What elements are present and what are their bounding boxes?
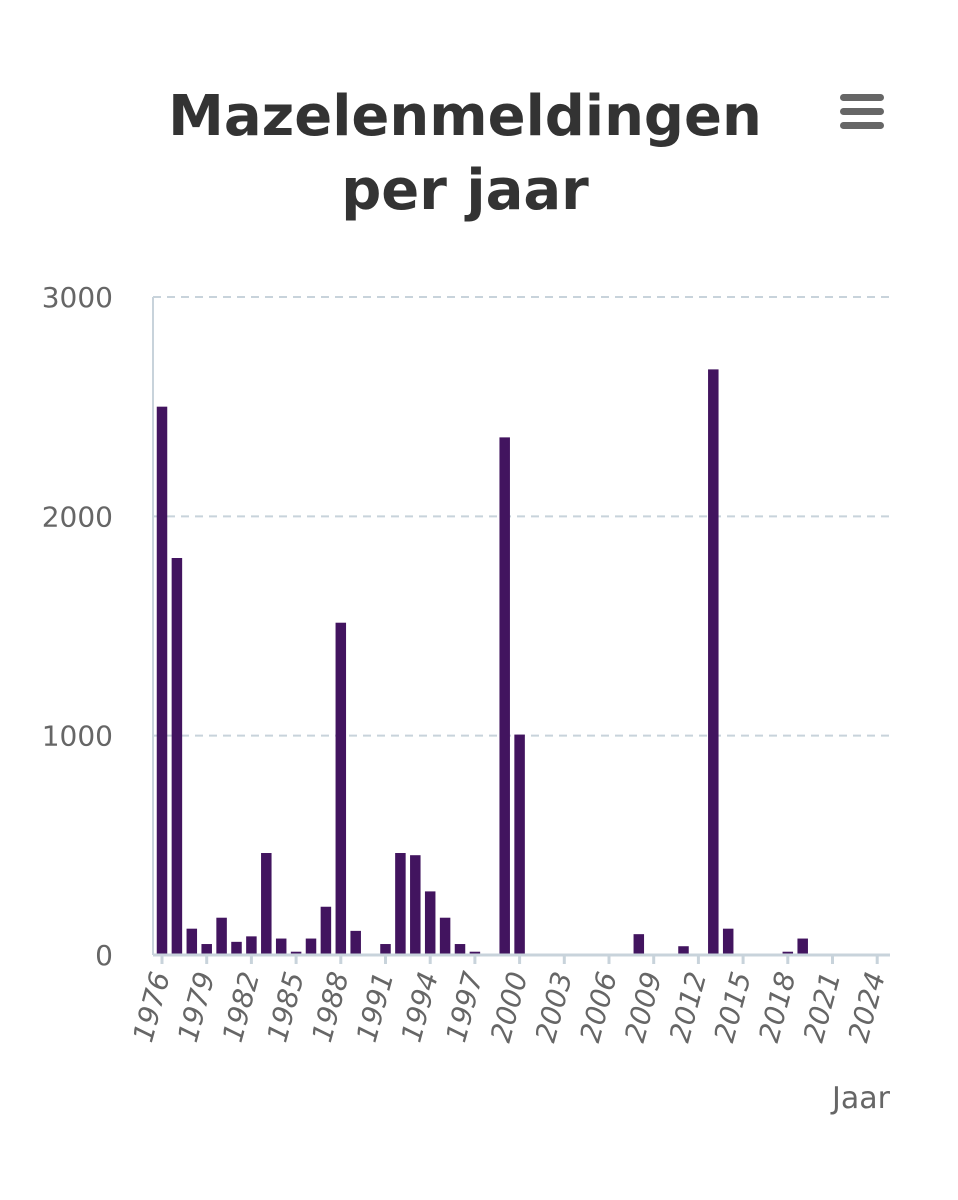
bar-2019[interactable] xyxy=(797,938,808,955)
y-tick-label: 1000 xyxy=(42,720,113,753)
bar-1997[interactable] xyxy=(469,951,481,955)
bar-1988[interactable] xyxy=(335,622,347,955)
x-tick-label: 1991 xyxy=(350,968,400,1045)
y-tick-label: 3000 xyxy=(42,281,113,314)
bar-1978[interactable] xyxy=(186,928,198,955)
x-axis: 1976197919821985198819911994199720002003… xyxy=(126,953,892,1046)
x-tick-label: 1997 xyxy=(439,968,489,1046)
bar-2018[interactable] xyxy=(782,951,794,955)
bar-2011[interactable] xyxy=(678,946,689,955)
hamburger-icon-line xyxy=(840,122,884,129)
bar-1999[interactable] xyxy=(499,437,510,956)
y-tick-label: 2000 xyxy=(42,500,113,533)
x-axis-title: Jaar xyxy=(830,1081,891,1116)
bar-2008[interactable] xyxy=(633,934,645,955)
bar-1987[interactable] xyxy=(320,906,332,955)
bar-1980[interactable] xyxy=(216,917,227,955)
bar-1983[interactable] xyxy=(261,853,272,955)
bar-1992[interactable] xyxy=(395,853,406,955)
grid-lines xyxy=(153,296,890,737)
bars xyxy=(156,369,808,956)
bar-2000[interactable] xyxy=(514,734,525,955)
bar-1977[interactable] xyxy=(171,558,183,955)
chart-menu-button[interactable] xyxy=(832,88,892,136)
bar-1994[interactable] xyxy=(424,891,436,955)
x-tick-label: 1976 xyxy=(126,968,176,1045)
x-tick-label: 1985 xyxy=(261,968,311,1045)
bar-1982[interactable] xyxy=(246,936,257,955)
bar-1995[interactable] xyxy=(439,917,451,955)
bar-2013[interactable] xyxy=(708,369,719,955)
bar-1996[interactable] xyxy=(454,944,466,955)
x-tick-label: 2012 xyxy=(663,968,713,1045)
x-tick-label: 1988 xyxy=(305,968,355,1045)
bar-1991[interactable] xyxy=(380,944,391,955)
bar-2014[interactable] xyxy=(722,928,734,955)
y-tick-label: 0 xyxy=(95,939,113,972)
hamburger-icon-line xyxy=(840,108,884,115)
x-tick-label: 2015 xyxy=(708,968,758,1045)
hamburger-icon xyxy=(840,94,884,101)
x-tick-label: 1982 xyxy=(216,968,266,1045)
bar-1989[interactable] xyxy=(350,930,361,955)
chart-title: Mazelenmeldingen per jaar xyxy=(168,84,762,223)
bar-1985[interactable] xyxy=(290,951,302,955)
x-tick-label: 2024 xyxy=(842,968,892,1045)
bar-1993[interactable] xyxy=(410,855,421,955)
bar-1986[interactable] xyxy=(305,938,317,955)
x-tick-label: 2006 xyxy=(573,968,623,1045)
bar-1981[interactable] xyxy=(231,941,242,955)
x-tick-label: 2021 xyxy=(797,968,847,1045)
bar-1976[interactable] xyxy=(156,406,168,956)
x-tick-label: 2009 xyxy=(618,968,668,1045)
bar-1984[interactable] xyxy=(275,938,287,955)
y-axis: 0 1000 2000 3000 xyxy=(42,281,154,972)
x-tick-label: 1979 xyxy=(171,968,221,1045)
bar-1979[interactable] xyxy=(201,944,212,955)
x-tick-label: 1994 xyxy=(395,968,445,1045)
x-tick-label: 2000 xyxy=(484,968,534,1045)
x-tick-label: 2003 xyxy=(529,968,579,1045)
x-tick-label: 2018 xyxy=(752,968,802,1045)
